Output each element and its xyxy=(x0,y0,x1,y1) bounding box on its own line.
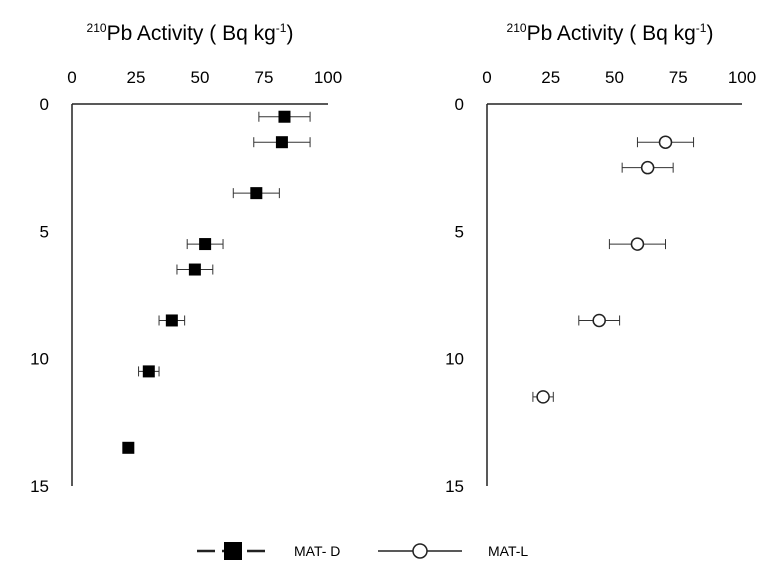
x-tick-label: 100 xyxy=(728,68,756,87)
y-tick-label: 5 xyxy=(40,222,49,241)
legend: MAT- D MAT-L xyxy=(197,542,528,560)
data-point xyxy=(188,263,201,276)
data-point xyxy=(199,238,212,251)
x-tick-label: 25 xyxy=(541,68,560,87)
data-point xyxy=(278,110,291,123)
x-tick-label: 0 xyxy=(482,68,491,87)
data-point xyxy=(250,187,263,200)
x-tick-label: 50 xyxy=(191,68,210,87)
data-point xyxy=(640,160,655,175)
y-tick-label: 0 xyxy=(455,95,464,114)
data-point xyxy=(122,441,135,454)
data-point xyxy=(630,237,645,251)
right-panel-title: 210Pb Activity ( Bq kg-1) xyxy=(507,21,714,45)
data-point xyxy=(658,135,673,149)
x-tick-label: 100 xyxy=(314,68,342,87)
y-tick-label: 0 xyxy=(40,95,49,114)
data-point xyxy=(592,313,606,328)
left-panel-title: 210Pb Activity ( Bq kg-1) xyxy=(87,21,294,45)
y-tick-label: 5 xyxy=(455,222,464,241)
legend-marker-mat-d xyxy=(224,542,242,560)
data-point xyxy=(536,390,550,404)
left-panel: 210Pb Activity ( Bq kg-1) 0 25 50 75 100 0 5 10… xyxy=(30,21,342,496)
x-tick-label: 50 xyxy=(605,68,624,87)
y-tick-label: 15 xyxy=(30,477,49,496)
legend-marker-mat-l xyxy=(412,543,428,559)
x-tick-label: 25 xyxy=(127,68,146,87)
y-tick-label: 10 xyxy=(445,350,464,369)
y-tick-label: 10 xyxy=(30,350,49,369)
legend-label-mat-l: MAT-L xyxy=(488,543,528,559)
x-tick-label: 75 xyxy=(669,68,688,87)
data-point xyxy=(275,136,288,149)
legend-label-mat-d: MAT- D xyxy=(294,543,340,559)
y-tick-label: 15 xyxy=(445,477,464,496)
x-tick-label: 0 xyxy=(67,68,76,87)
x-tick-label: 75 xyxy=(255,68,274,87)
right-panel: 210Pb Activity ( Bq kg-1) 0 25 50 75 100 0 5 10… xyxy=(445,21,756,496)
data-point xyxy=(165,314,178,327)
data-point xyxy=(142,365,155,378)
